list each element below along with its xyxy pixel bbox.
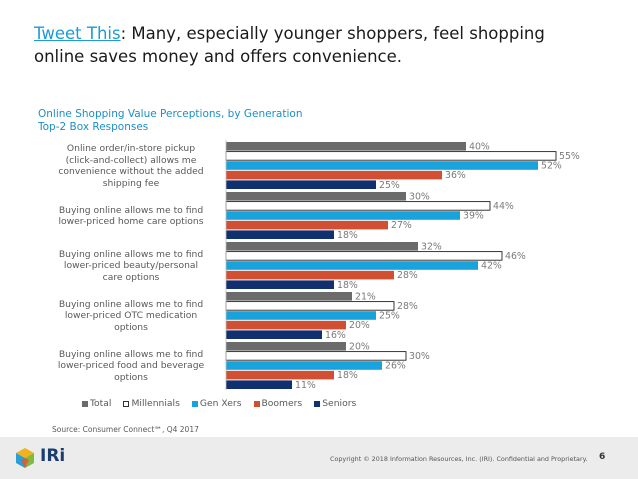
bar-seniors-4 bbox=[226, 380, 292, 389]
chart-title: Online Shopping Value Perceptions, by Ge… bbox=[38, 108, 302, 134]
legend-item-millennials: Millennials bbox=[123, 398, 180, 409]
data-label-boomers-2: 28% bbox=[397, 270, 418, 281]
bar-total-3 bbox=[226, 292, 352, 301]
bar-boomers-0 bbox=[226, 170, 442, 180]
category-label-line: Buying online allows me to find bbox=[58, 204, 204, 216]
category-label-3: Buying online allows me to find lower-pri… bbox=[40, 299, 222, 334]
data-label-genx-2: 42% bbox=[481, 261, 502, 272]
bar-total-1 bbox=[226, 192, 406, 201]
bar-genx-4 bbox=[226, 361, 382, 370]
legend-item-boomers: Boomers bbox=[253, 398, 303, 409]
chart-title-line1: Online Shopping Value Perceptions, by Ge… bbox=[38, 108, 303, 120]
bar-boomers-1 bbox=[226, 220, 388, 230]
headline-text: : Many, especially younger shoppers, fee… bbox=[34, 24, 545, 66]
bar-millennials-2 bbox=[225, 251, 503, 261]
tweet-this-link[interactable]: Tweet This bbox=[34, 24, 121, 43]
bar-total-2 bbox=[226, 242, 418, 251]
data-label-total-0: 40% bbox=[469, 141, 490, 152]
category-label-line: Buying online allows me to find bbox=[58, 298, 204, 310]
legend-label-boomers: Boomers bbox=[261, 398, 303, 409]
category-label-4: Buying online allows me to find lower-pri… bbox=[40, 349, 222, 384]
data-label-total-3: 21% bbox=[355, 291, 376, 302]
headline: Tweet This: Many, especially younger sho… bbox=[34, 22, 594, 68]
bar-millennials-0 bbox=[225, 151, 557, 161]
data-label-boomers-1: 27% bbox=[391, 220, 412, 231]
bar-boomers-3 bbox=[226, 320, 346, 330]
chart-legend: Total Millennials Gen Xers Boomers Seniors bbox=[82, 398, 356, 409]
data-label-boomers-3: 20% bbox=[349, 320, 370, 331]
category-label-line: convenience without the added bbox=[58, 166, 204, 177]
legend-swatch-total bbox=[82, 400, 88, 407]
legend-swatch-genx bbox=[191, 400, 198, 407]
data-label-millennials-1: 44% bbox=[493, 201, 514, 212]
brand-name: IRi bbox=[40, 446, 66, 466]
category-label-line: Buying online allows me to find bbox=[58, 248, 204, 260]
category-label-0: Online order/in-store pickup (click-and-c… bbox=[40, 143, 222, 189]
legend-label-seniors: Seniors bbox=[322, 398, 357, 409]
legend-swatch-seniors bbox=[314, 400, 321, 407]
data-label-genx-1: 39% bbox=[463, 211, 484, 222]
bar-seniors-3 bbox=[226, 330, 322, 339]
legend-label-genx: Gen Xers bbox=[199, 398, 242, 409]
page-number: 6 bbox=[599, 452, 606, 462]
bar-seniors-1 bbox=[226, 230, 334, 239]
category-label-line: lower-priced food and beverage bbox=[57, 360, 205, 372]
bar-total-4 bbox=[226, 342, 346, 351]
iri-logo-icon bbox=[16, 448, 34, 468]
bar-genx-1 bbox=[226, 211, 460, 220]
legend-swatch-millennials bbox=[123, 400, 130, 407]
category-label-line: Online order/in-store pickup bbox=[66, 143, 196, 154]
data-label-millennials-4: 30% bbox=[409, 351, 430, 362]
data-label-millennials-0: 55% bbox=[559, 151, 580, 162]
bar-total-0 bbox=[226, 142, 466, 151]
legend-label-total: Total bbox=[90, 398, 112, 409]
data-label-genx-4: 26% bbox=[385, 361, 406, 372]
legend-swatch-boomers bbox=[253, 400, 260, 407]
bar-genx-2 bbox=[226, 261, 478, 270]
bar-boomers-4 bbox=[226, 370, 334, 380]
bar-genx-0 bbox=[226, 161, 538, 170]
bar-millennials-3 bbox=[225, 301, 395, 311]
category-label-line: Buying online allows me to find bbox=[58, 348, 204, 360]
category-label-line: options bbox=[114, 321, 148, 333]
data-label-millennials-3: 28% bbox=[397, 301, 418, 312]
footer-bar bbox=[0, 437, 638, 479]
data-label-genx-3: 25% bbox=[379, 311, 400, 322]
data-label-total-1: 30% bbox=[409, 191, 430, 202]
category-label-line: care options bbox=[102, 271, 160, 283]
category-label-line: lower-priced home care options bbox=[58, 216, 204, 227]
data-label-seniors-3: 16% bbox=[325, 330, 346, 341]
data-label-genx-0: 52% bbox=[541, 161, 562, 172]
legend-item-seniors: Seniors bbox=[314, 398, 356, 409]
bar-boomers-2 bbox=[226, 270, 394, 280]
data-label-millennials-2: 46% bbox=[505, 251, 526, 262]
data-label-boomers-0: 36% bbox=[445, 170, 466, 181]
category-label-2: Buying online allows me to find lower-pri… bbox=[40, 249, 222, 284]
data-label-seniors-0: 25% bbox=[379, 180, 400, 191]
category-label-line: lower-priced OTC medication bbox=[64, 310, 198, 322]
bar-seniors-0 bbox=[226, 180, 376, 189]
category-label-line: lower-priced beauty/personal bbox=[63, 260, 199, 272]
bar-genx-3 bbox=[226, 311, 376, 320]
bar-seniors-2 bbox=[226, 280, 334, 289]
data-label-boomers-4: 18% bbox=[337, 370, 358, 381]
category-label-line: (click-and-collect) allows me bbox=[65, 154, 197, 166]
source-note: Source: Consumer Connect℠, Q4 2017 bbox=[52, 425, 199, 434]
data-label-seniors-1: 18% bbox=[337, 230, 358, 241]
legend-item-genx: Gen Xers bbox=[191, 398, 242, 409]
bar-millennials-4 bbox=[225, 351, 407, 361]
category-label-line: options bbox=[114, 371, 148, 383]
bar-chart: 40% 55%52% 36% 25% 30% 44% 39% 27% 18% 32% 46%42% 2… bbox=[225, 140, 580, 391]
legend-label-millennials: Millennials bbox=[131, 398, 180, 409]
chart-subtitle: Top-2 Box Responses bbox=[38, 121, 149, 133]
data-label-seniors-4: 11% bbox=[295, 380, 316, 391]
category-label-1: Buying online allows me to find lower-pri… bbox=[40, 205, 222, 228]
copyright-text: Copyright © 2018 Information Resources, … bbox=[330, 455, 588, 463]
legend-item-total: Total bbox=[82, 398, 111, 409]
data-label-seniors-2: 18% bbox=[337, 280, 358, 291]
category-label-line: shipping fee bbox=[102, 177, 160, 189]
data-label-total-4: 20% bbox=[349, 341, 370, 352]
data-label-total-2: 32% bbox=[421, 241, 442, 252]
bar-millennials-1 bbox=[225, 201, 491, 211]
